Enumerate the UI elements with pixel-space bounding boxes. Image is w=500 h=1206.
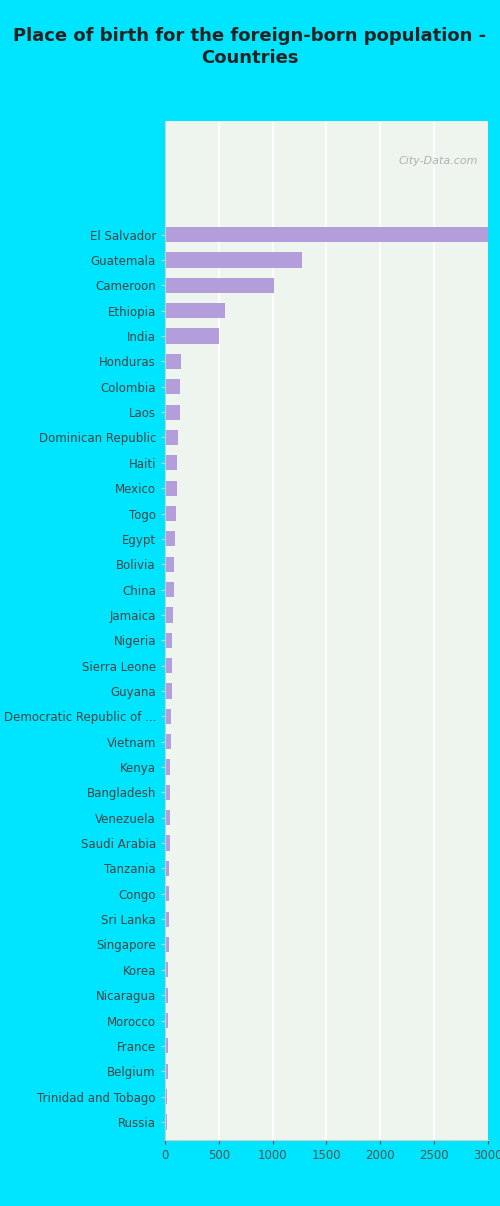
Bar (165, 303, 225, 318)
Bar (165, 277, 274, 293)
Bar (165, 429, 178, 445)
Bar (165, 658, 172, 673)
Bar (165, 227, 488, 242)
Bar (165, 480, 176, 496)
Bar (165, 379, 180, 394)
Bar (165, 582, 174, 597)
Bar (165, 557, 174, 572)
Bar (165, 760, 170, 774)
Bar (165, 785, 170, 800)
Bar (165, 734, 170, 749)
Bar (165, 836, 170, 850)
Text: Place of birth for the foreign-born population -
Countries: Place of birth for the foreign-born popu… (14, 27, 486, 66)
Bar (165, 962, 168, 977)
Bar (165, 1064, 168, 1079)
Bar (165, 937, 168, 952)
Bar (165, 353, 181, 369)
Bar (165, 912, 169, 926)
Bar (165, 507, 176, 521)
Bar (165, 684, 172, 698)
Bar (165, 328, 219, 344)
Bar (165, 886, 169, 901)
Bar (165, 633, 172, 648)
Text: City-Data.com: City-Data.com (398, 157, 478, 166)
Bar (165, 810, 170, 825)
Bar (165, 532, 175, 546)
Bar (165, 861, 170, 876)
Bar (165, 988, 168, 1002)
Bar (165, 1013, 168, 1029)
Bar (165, 1114, 167, 1130)
Bar (165, 608, 173, 622)
Bar (165, 455, 177, 470)
Bar (165, 709, 171, 724)
Bar (165, 1038, 168, 1054)
Bar (165, 1089, 168, 1105)
Bar (165, 252, 302, 268)
Bar (165, 404, 180, 420)
